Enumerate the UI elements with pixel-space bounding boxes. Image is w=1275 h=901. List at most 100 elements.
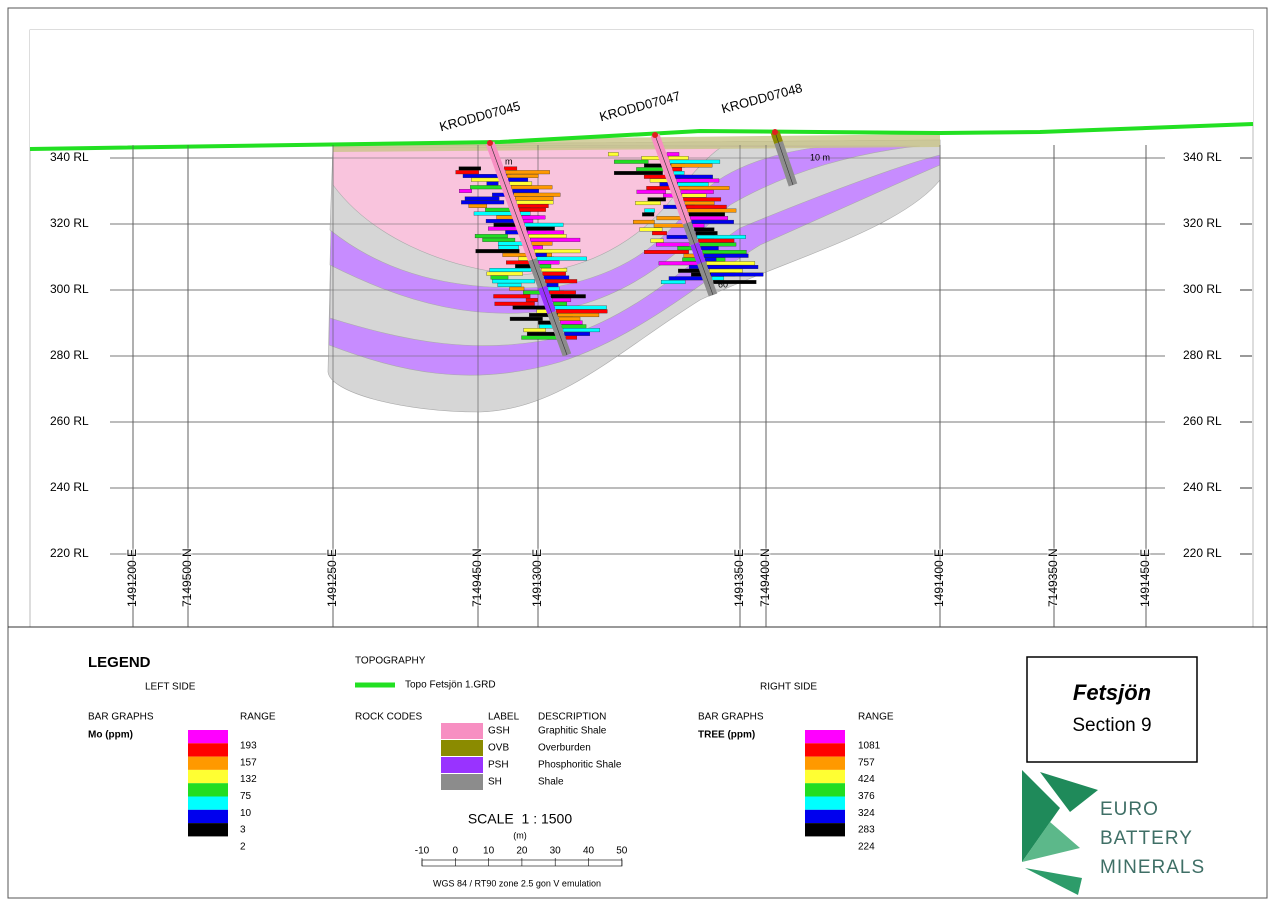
mo-bar [494,301,535,306]
mo-bar [492,279,535,284]
legend-text: SCALE 1 : 1500 [468,811,573,827]
legend-text: SH [488,777,502,788]
mo-bar [490,275,509,280]
legend-text: RANGE [858,712,894,723]
logo-shape [1040,772,1098,812]
tree-bar [527,230,565,235]
mo-bar [613,171,663,175]
grid-label: 1491250 E [325,549,339,607]
tree-bar [562,328,600,333]
tree-bar [536,256,587,261]
legend-text: 0 [453,846,459,857]
mo-bar [498,245,519,250]
mo-bar [459,189,472,193]
mo-bar [635,201,661,206]
legend-text: 324 [858,808,875,819]
tree-bar [557,313,600,318]
tree-bar [707,265,759,269]
mo-bar [644,250,689,254]
tree-bar [528,234,567,239]
tree-bar [689,216,729,221]
elevation-label: 220 RL [50,546,89,560]
drillhole-trace [654,134,714,296]
tree-bar [672,167,683,172]
elevation-label: 300 RL [50,282,89,296]
range-swatch [188,743,228,757]
tree-bar [516,200,554,205]
drillhole-trace [774,131,794,186]
legend-text: 157 [240,757,257,768]
logo-shape [1025,868,1082,895]
tree-bar [704,257,717,262]
elevation-label: 260 RL [1183,414,1222,428]
mo-bar [642,212,655,217]
range-swatch [805,756,845,770]
tree-bar [543,275,570,280]
tree-bar [553,301,567,306]
mo-bar [461,200,505,205]
tree-bar [546,283,559,287]
tree-bar [702,250,747,254]
legend-text: 224 [858,841,875,852]
range-swatch [188,823,228,837]
tree-bar [554,305,607,310]
legend-text: 20 [516,846,528,857]
mo-bar [525,298,538,302]
topography-line [29,122,1254,151]
legend-text: 1081 [858,741,881,752]
tree-bar [538,260,560,265]
elevation-label: 240 RL [50,480,89,494]
tree-bar [696,234,746,239]
mo-bar [656,242,690,247]
tree-bar [539,264,552,269]
tree-bar [676,178,720,183]
tree-bar [545,279,578,284]
legend-text: 424 [858,774,875,785]
grid-label: 1491350 E [732,549,746,607]
collar [772,129,778,135]
tree-bar [666,152,680,157]
legend-text: Topo Fetsjön 1.GRD [405,680,496,691]
logo-shape [1022,770,1060,862]
tree-bar [519,207,546,212]
tree-bar [509,181,533,186]
mo-bar [455,170,479,175]
legend-text: 2 [240,841,246,852]
mo-bar [486,181,499,186]
rock-swatch [441,723,483,739]
mo-bar [468,204,488,208]
range-swatch [805,796,845,810]
tree-bar [505,170,550,175]
mo-bar [633,219,655,224]
grid-label: 7149400 N [758,548,772,607]
legend-text: DESCRIPTION [538,712,606,723]
tree-bar [560,320,583,325]
tree-bar [564,331,591,336]
legend-text: 75 [240,791,252,802]
legend-text: MINERALS [1100,857,1205,878]
tree-bar [565,335,578,340]
legend-text: LEGEND [88,654,151,671]
range-swatch [188,756,228,770]
range-swatch [805,783,845,797]
legend-text: Overburden [538,743,591,754]
grid-label: 7149450 N [470,548,484,607]
elevation-label: 220 RL [1183,546,1222,560]
tree-bar [530,237,581,242]
legend-text: 30 [550,846,562,857]
legend-text: 376 [858,791,875,802]
legend-text: Fetsjön [1073,680,1151,705]
mo-bar [677,246,702,251]
tree-bar [691,219,734,224]
mo-bar [636,189,666,194]
mo-bar [608,152,619,157]
mo-bar [474,234,508,239]
legend-text: BAR GRAPHS [698,712,764,723]
mo-bar [509,286,525,291]
mo-bar [644,208,655,213]
geology [29,30,1254,413]
legend-text: LEFT SIDE [145,682,196,693]
tree-bar [551,298,572,302]
tree-bar [525,226,555,231]
